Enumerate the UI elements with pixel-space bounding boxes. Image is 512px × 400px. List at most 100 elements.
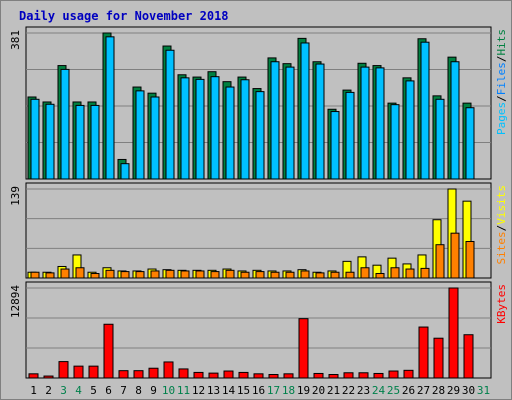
chart-title: Daily usage for November 2018 [19, 9, 229, 23]
bar-files-day-24 [375, 67, 385, 180]
bar-files-day-10 [165, 49, 175, 180]
y-max-label: 381 [9, 30, 22, 50]
x-tick-day-1: 1 [30, 384, 37, 397]
x-tick-day-9: 9 [150, 384, 157, 397]
bar-kbytes-day-4 [73, 365, 84, 379]
bar-sites-day-5 [90, 273, 100, 279]
bar-sites-day-2 [45, 272, 55, 279]
bar-kbytes-day-3 [58, 361, 69, 379]
bar-sites-day-4 [75, 267, 85, 279]
bar-sites-day-25 [390, 267, 400, 279]
bar-files-day-23 [360, 66, 370, 180]
bar-files-day-28 [435, 98, 445, 180]
bar-files-day-13 [210, 76, 220, 180]
bar-files-day-25 [390, 104, 400, 180]
bar-kbytes-day-5 [88, 365, 99, 379]
bar-files-day-17 [270, 61, 280, 180]
bar-sites-day-13 [210, 271, 220, 279]
bar-sites-day-28 [435, 244, 445, 279]
bar-sites-day-26 [405, 268, 415, 279]
bar-files-day-8 [135, 90, 145, 180]
x-tick-day-8: 8 [135, 384, 142, 397]
bar-files-day-4 [75, 104, 85, 180]
bar-kbytes-day-2 [43, 375, 54, 379]
bar-files-day-26 [405, 80, 415, 180]
bar-sites-day-27 [420, 267, 430, 279]
legend-entry: / [495, 56, 508, 63]
bar-kbytes-day-23 [358, 372, 369, 379]
legend-entry: Pages [495, 102, 508, 135]
x-tick-day-14: 14 [222, 384, 236, 397]
x-tick-day-30: 30 [462, 384, 475, 397]
y-max-label: 139 [9, 186, 22, 206]
bar-sites-day-15 [240, 271, 250, 279]
x-tick-day-12: 12 [192, 384, 205, 397]
bar-files-day-14 [225, 86, 235, 180]
bar-sites-day-21 [330, 271, 340, 279]
bar-kbytes-day-30 [463, 334, 474, 379]
x-tick-day-31: 31 [477, 384, 490, 397]
bar-kbytes-day-28 [433, 337, 444, 379]
x-tick-day-11: 11 [177, 384, 190, 397]
bar-files-day-12 [195, 78, 205, 180]
x-tick-day-25: 25 [387, 384, 400, 397]
bar-kbytes-day-9 [148, 367, 159, 379]
legend-entry: Hits [495, 29, 508, 56]
bar-sites-day-11 [180, 270, 190, 279]
bar-files-day-30 [465, 107, 475, 180]
bar-kbytes-day-13 [208, 372, 219, 379]
bar-kbytes-day-18 [283, 373, 294, 379]
bar-kbytes-day-15 [238, 371, 249, 379]
x-tick-day-18: 18 [282, 384, 295, 397]
bar-sites-day-3 [60, 268, 70, 279]
bar-sites-day-23 [360, 267, 370, 279]
bar-kbytes-day-17 [268, 374, 279, 379]
panel-kbytes: 12894 KBytes [9, 281, 508, 379]
bar-files-day-6 [105, 36, 115, 180]
bar-kbytes-day-20 [313, 372, 324, 379]
legend-entry: / [495, 95, 508, 102]
bar-kbytes-day-22 [343, 372, 354, 379]
bar-kbytes-day-7 [118, 370, 129, 379]
bar-kbytes-day-19 [298, 318, 309, 379]
x-tick-day-26: 26 [402, 384, 415, 397]
x-tick-day-29: 29 [447, 384, 460, 397]
bar-sites-day-17 [270, 271, 280, 279]
bar-sites-day-12 [195, 270, 205, 279]
bar-kbytes-day-8 [133, 370, 144, 379]
bar-kbytes-day-26 [403, 369, 414, 379]
bar-sites-day-6 [105, 269, 115, 279]
bar-files-day-7 [120, 163, 130, 180]
bar-files-day-2 [45, 103, 55, 180]
legend-kbytes: KBytes [495, 284, 508, 324]
y-max-label: 12894 [9, 285, 22, 318]
bar-kbytes-day-14 [223, 370, 234, 379]
bar-files-day-19 [300, 42, 310, 180]
bar-files-day-20 [315, 63, 325, 180]
bar-files-day-21 [330, 111, 340, 180]
x-tick-day-15: 15 [237, 384, 250, 397]
x-tick-day-17: 17 [267, 384, 280, 397]
bar-files-day-22 [345, 91, 355, 180]
bar-files-day-16 [255, 91, 265, 180]
x-tick-day-3: 3 [60, 384, 67, 397]
x-tick-day-5: 5 [90, 384, 97, 397]
bar-files-day-29 [450, 61, 460, 180]
bar-sites-day-9 [150, 270, 160, 279]
legend-entry: KBytes [495, 284, 508, 324]
bar-files-day-15 [240, 79, 250, 180]
bar-files-day-27 [420, 41, 430, 180]
bar-files-day-3 [60, 68, 70, 180]
bar-kbytes-day-27 [418, 326, 429, 379]
legend-entry: Visits [495, 185, 508, 225]
bar-files-day-1 [30, 98, 40, 180]
x-tick-day-20: 20 [312, 384, 325, 397]
bar-sites-day-24 [375, 273, 385, 279]
bar-sites-day-16 [255, 271, 265, 279]
bar-kbytes-day-6 [103, 323, 114, 379]
x-tick-day-24: 24 [372, 384, 386, 397]
legend-hits-files-pages: Pages/Files/Hits [495, 29, 508, 135]
plot-area [25, 182, 492, 279]
bar-sites-day-29 [450, 232, 460, 279]
